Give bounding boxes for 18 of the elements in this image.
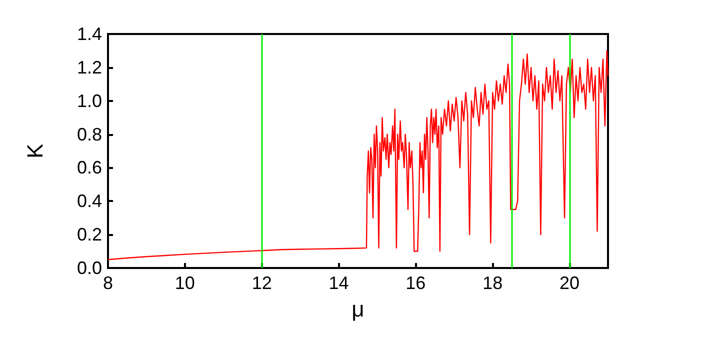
y-tick-label: 0.2 (76, 224, 102, 245)
y-tick-label: 0.8 (76, 124, 102, 144)
x-tick-label: 10 (174, 273, 195, 293)
x-tick-label: 20 (560, 273, 580, 293)
x-tick-label: 16 (406, 273, 426, 293)
x-tick-label: 8 (102, 273, 114, 293)
line-series (107, 50, 609, 260)
y-tick-label: 0.4 (76, 191, 102, 212)
y-axis-title: K (22, 143, 48, 158)
x-tick-label: 18 (482, 273, 503, 293)
x-tick-label: 14 (328, 273, 349, 293)
y-tick-label: 1.2 (76, 57, 102, 78)
x-axis-title: μ (352, 296, 364, 322)
x-tick-label: 12 (252, 273, 272, 293)
y-tick-label: 1.0 (76, 90, 102, 111)
y-tick-label: 0.0 (76, 258, 102, 278)
y-tick-label: 0.6 (76, 158, 102, 178)
y-tick-label: 1.4 (76, 24, 102, 44)
